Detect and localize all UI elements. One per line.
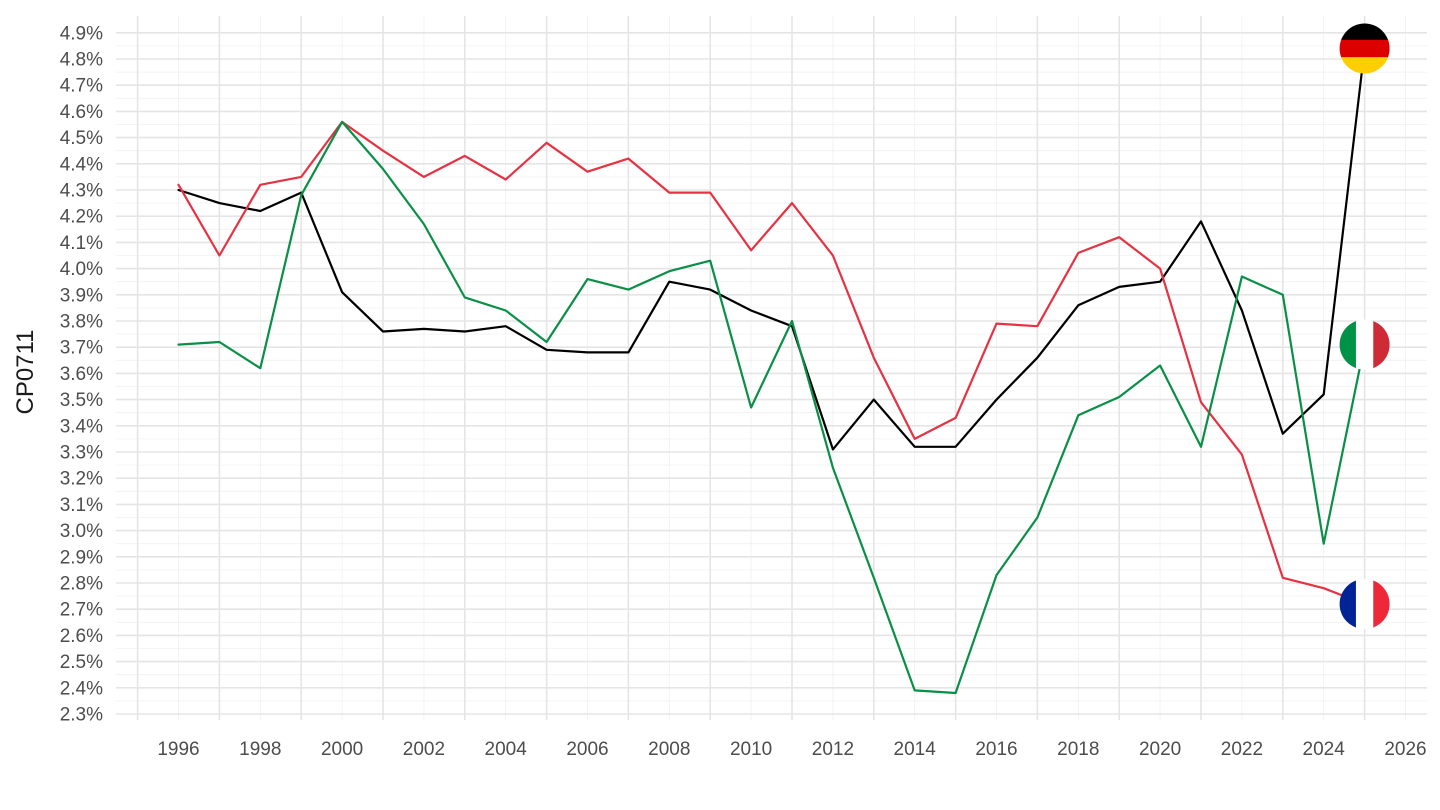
x-tick-label: 2026 [1384, 739, 1426, 760]
minor-gridlines [116, 16, 1427, 720]
y-tick-label: 3.6% [60, 364, 103, 385]
x-tick-label: 2010 [730, 739, 772, 760]
y-tick-label: 3.7% [60, 338, 103, 359]
y-tick-label: 4.4% [60, 154, 103, 175]
x-tick-label: 2014 [894, 739, 937, 760]
germany-flag-icon [1339, 23, 1390, 74]
x-tick-label: 2016 [975, 739, 1017, 760]
x-tick-label: 2020 [1139, 739, 1181, 760]
major-gridlines [116, 16, 1427, 720]
y-tick-label: 4.1% [60, 233, 103, 254]
y-tick-label: 3.5% [60, 390, 103, 411]
y-tick-label: 2.4% [60, 678, 103, 699]
x-tick-label: 1996 [157, 739, 199, 760]
flag-markers [1339, 23, 1390, 629]
series-lines [177, 47, 1366, 695]
x-tick-label: 2018 [1057, 739, 1099, 760]
y-tick-label: 4.0% [60, 259, 103, 280]
x-tick-label: 2002 [403, 739, 445, 760]
x-tick-label: 2022 [1221, 739, 1263, 760]
italy-flag-icon [1339, 319, 1390, 370]
y-tick-label: 4.6% [60, 102, 103, 123]
x-tick-label: 2012 [812, 739, 854, 760]
y-tick-label: 3.3% [60, 443, 103, 464]
series-line-germany [177, 47, 1366, 451]
y-tick-label: 3.4% [60, 416, 103, 437]
y-tick-label: 4.5% [60, 128, 103, 149]
y-tick-label: 3.1% [60, 495, 103, 516]
y-tick-label: 4.2% [60, 207, 103, 228]
y-tick-label: 4.8% [60, 50, 103, 71]
france-flag-icon [1339, 579, 1390, 629]
x-tick-label: 2000 [321, 739, 363, 760]
x-axis-tick-labels: 1996 1998 2000 2002 2004 2006 2008 2010 2012 2014… [157, 739, 1426, 760]
y-tick-label: 2.8% [60, 574, 103, 595]
x-tick-label: 2024 [1303, 739, 1346, 760]
y-tick-label: 4.3% [60, 181, 103, 202]
y-tick-label: 2.9% [60, 547, 103, 568]
x-tick-label: 2004 [485, 739, 528, 760]
series-line-france [177, 120, 1366, 606]
y-tick-label: 2.6% [60, 626, 103, 647]
y-tick-label: 2.7% [60, 600, 103, 621]
y-tick-label: 2.3% [60, 705, 103, 726]
y-tick-label: 4.7% [60, 76, 103, 97]
y-tick-label: 3.9% [60, 285, 103, 306]
y-axis-title: CP0711 [12, 330, 39, 415]
series-line-italy [177, 120, 1366, 695]
y-tick-label: 3.8% [60, 312, 103, 333]
y-tick-label: 3.0% [60, 521, 103, 542]
y-tick-label: 2.5% [60, 652, 103, 673]
y-tick-label: 4.9% [60, 23, 103, 44]
y-axis-tick-labels: 2.3% 2.4% 2.5% 2.6% 2.7% 2.8% 2.9% 3.0% 3.1% 3.2%… [60, 23, 103, 725]
x-tick-label: 2006 [566, 739, 608, 760]
x-tick-label: 2008 [648, 739, 690, 760]
y-tick-label: 3.2% [60, 469, 103, 490]
x-tick-label: 1998 [239, 739, 281, 760]
